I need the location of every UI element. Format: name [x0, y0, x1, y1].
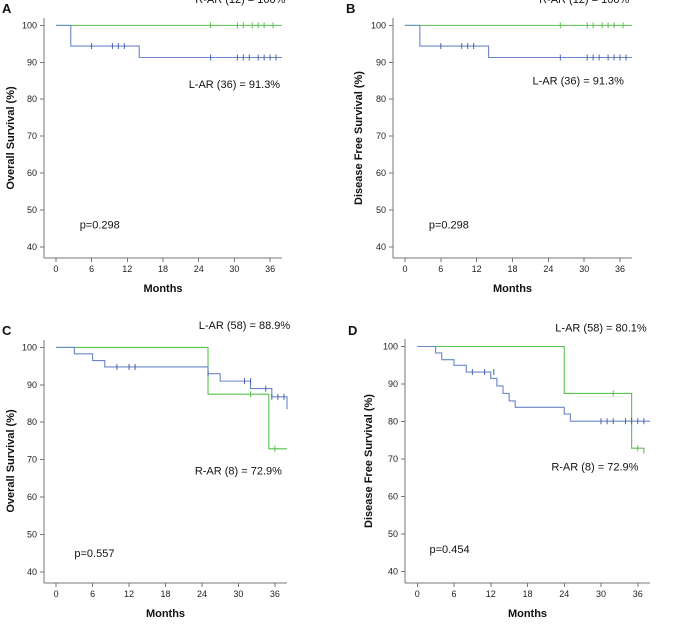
x-tick-label: 24	[194, 264, 204, 274]
series-line-l-ar	[55, 24, 282, 59]
x-tick-label: 6	[89, 264, 94, 274]
p-value: p=0.454	[430, 544, 470, 556]
x-tick-label: 0	[402, 264, 407, 274]
x-tick-label: 18	[160, 589, 170, 599]
y-tick-label: 80	[388, 417, 398, 427]
km-panel-b: B 0 6 12 18 24 30 36 40 50 60 70 80 90 100 Months Diseas…	[346, 0, 632, 295]
y-tick-label: 100	[371, 20, 386, 30]
x-tick-label: 0	[54, 589, 59, 599]
y-tick-label: 100	[22, 342, 37, 352]
y-tick-label: 50	[27, 529, 37, 539]
y-tick-label: 70	[27, 455, 37, 465]
x-tick-label: 30	[233, 589, 243, 599]
y-axis-label: Overall Survival (%)	[5, 409, 17, 513]
panel-label: C	[2, 323, 12, 338]
l-ar-label: L-AR (36) = 91.3%	[189, 79, 281, 91]
y-tick-label: 40	[27, 567, 37, 577]
x-tick-label: 18	[507, 264, 517, 274]
series-line-l-ar	[417, 345, 650, 422]
panel-label: D	[348, 323, 357, 338]
y-tick-label: 40	[27, 242, 37, 252]
r-ar-label: R-AR (8) = 72.9%	[551, 461, 638, 473]
x-axis-label: Months	[146, 608, 185, 620]
y-tick-label: 60	[27, 168, 37, 178]
y-tick-label: 70	[376, 131, 386, 141]
p-value: p=0.298	[80, 219, 120, 231]
series-line-l-ar	[56, 346, 288, 410]
p-value: p=0.298	[429, 219, 469, 231]
y-tick-label: 80	[376, 94, 386, 104]
l-ar-label: L-AR (58) = 88.9%	[199, 320, 291, 332]
x-axis-label: Months	[493, 283, 532, 295]
y-axis-label: Overall Survival (%)	[5, 86, 17, 190]
l-ar-label: L-AR (36) = 91.3%	[533, 75, 625, 87]
x-tick-label: 0	[415, 589, 420, 599]
km-panel-a: A 0 6 12 18 24 30 36 40 50 60 70 80 90 100 Months Overal…	[2, 0, 286, 295]
l-ar-label: L-AR (58) = 80.1%	[555, 322, 647, 334]
x-tick-label: 12	[472, 264, 482, 274]
r-ar-label: R-AR (8) = 72.9%	[195, 466, 282, 478]
y-tick-label: 100	[383, 342, 398, 352]
panel-label: A	[2, 1, 12, 16]
y-tick-label: 80	[27, 94, 37, 104]
x-tick-label: 30	[579, 264, 589, 274]
y-tick-label: 60	[388, 492, 398, 502]
x-tick-label: 24	[559, 589, 569, 599]
km-panel-d: D 0 6 12 18 24 30 36 40 50 60 70 80 90 100 Months Diseas…	[348, 322, 650, 620]
x-tick-label: 36	[615, 264, 625, 274]
y-tick-label: 70	[388, 454, 398, 464]
y-tick-label: 60	[376, 168, 386, 178]
x-axis-label: Months	[143, 283, 182, 295]
y-tick-label: 60	[27, 492, 37, 502]
x-tick-label: 24	[197, 589, 207, 599]
x-tick-label: 0	[53, 264, 58, 274]
y-axis-label: Disease Free Survival (%)	[353, 71, 365, 205]
series-line-l-ar	[404, 24, 632, 59]
x-tick-label: 18	[158, 264, 168, 274]
x-tick-label: 18	[522, 589, 532, 599]
p-value: p=0.557	[74, 548, 114, 560]
panel-label: B	[346, 1, 355, 16]
y-tick-label: 50	[388, 529, 398, 539]
x-tick-label: 36	[265, 264, 275, 274]
x-tick-label: 24	[543, 264, 553, 274]
x-tick-label: 36	[633, 589, 643, 599]
y-tick-label: 40	[388, 567, 398, 577]
y-tick-label: 40	[376, 242, 386, 252]
y-tick-label: 50	[376, 205, 386, 215]
y-tick-label: 90	[27, 380, 37, 390]
y-tick-label: 80	[27, 417, 37, 427]
y-tick-label: 90	[388, 379, 398, 389]
x-tick-label: 6	[438, 264, 443, 274]
x-tick-label: 30	[229, 264, 239, 274]
x-axis-label: Months	[508, 608, 547, 620]
y-tick-label: 100	[22, 20, 37, 30]
y-tick-label: 90	[27, 57, 37, 67]
x-tick-label: 12	[486, 589, 496, 599]
r-ar-label: R-AR (12) = 100%	[539, 0, 629, 6]
x-tick-label: 12	[122, 264, 132, 274]
y-tick-label: 70	[27, 131, 37, 141]
x-tick-label: 6	[90, 589, 95, 599]
km-panel-c: C 0 6 12 18 24 30 36 40 50 60 70 80 90 100 Months Overal…	[2, 320, 290, 620]
x-tick-label: 12	[124, 589, 134, 599]
r-ar-label: R-AR (12) = 100%	[195, 0, 285, 6]
series-line-r-ar	[417, 345, 645, 454]
y-tick-label: 50	[27, 205, 37, 215]
x-tick-label: 6	[451, 589, 456, 599]
y-axis-label: Disease Free Survival (%)	[363, 394, 375, 528]
x-tick-label: 30	[596, 589, 606, 599]
x-tick-label: 36	[270, 589, 280, 599]
series-line-r-ar	[56, 346, 287, 450]
y-tick-label: 90	[376, 57, 386, 67]
